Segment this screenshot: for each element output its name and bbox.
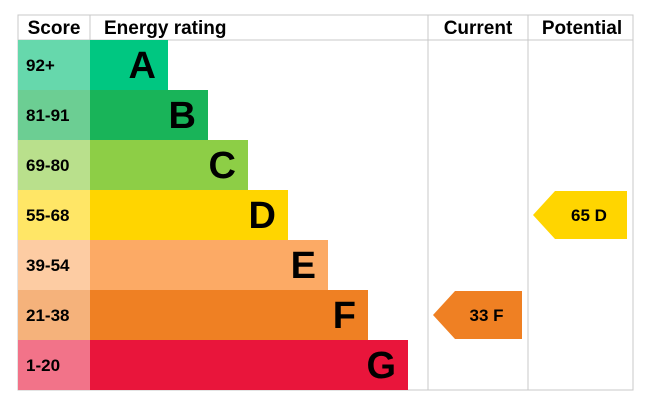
current-header: Current — [444, 18, 513, 39]
score-header: Score — [28, 18, 81, 39]
rating-bar-b — [90, 90, 208, 140]
score-cell-b — [18, 90, 90, 140]
score-cell-g — [18, 340, 90, 390]
rating-bar-a — [90, 40, 168, 90]
score-range-d: 55-68 — [26, 206, 69, 225]
band-c: 69-80 C — [18, 140, 248, 190]
score-range-g: 1-20 — [26, 356, 60, 375]
score-range-b: 81-91 — [26, 106, 69, 125]
rating-bar-c — [90, 140, 248, 190]
rating-letter-c: C — [209, 145, 236, 187]
score-cell-a — [18, 40, 90, 90]
rating-bar-f — [90, 290, 368, 340]
current-rating-arrow — [433, 291, 522, 339]
rating-bar-d — [90, 190, 288, 240]
score-range-e: 39-54 — [26, 256, 70, 275]
score-cell-d — [18, 190, 90, 240]
score-cell-e — [18, 240, 90, 290]
rating-letter-a: A — [129, 45, 156, 87]
rating-bands: 92+ A 81-91 B 69-80 C 55-68 D 39-54 E 21-38 F 1-20 G — [18, 40, 408, 390]
score-cell-f — [18, 290, 90, 340]
potential-header: Potential — [542, 18, 622, 39]
rating-letter-e: E — [291, 245, 316, 287]
band-f: 21-38 F — [18, 290, 368, 340]
band-d: 55-68 D — [18, 190, 288, 240]
score-range-f: 21-38 — [26, 306, 69, 325]
band-a: 92+ A — [18, 40, 168, 90]
band-e: 39-54 E — [18, 240, 328, 290]
rating-bar-g — [90, 340, 408, 390]
energy-rating-header: Energy rating — [104, 18, 226, 39]
potential-rating-arrow — [533, 191, 627, 239]
rating-letter-d: D — [249, 195, 276, 237]
score-range-c: 69-80 — [26, 156, 69, 175]
current-rating-marker: 33 F — [433, 291, 522, 339]
rating-letter-g: G — [366, 345, 396, 387]
current-rating-label: 33 F — [469, 306, 503, 325]
band-g: 1-20 G — [18, 340, 408, 390]
rating-letter-b: B — [169, 95, 196, 137]
potential-rating-label: 65 D — [571, 206, 607, 225]
rating-bar-e — [90, 240, 328, 290]
score-range-a: 92+ — [26, 56, 55, 75]
rating-letter-f: F — [333, 295, 356, 337]
band-b: 81-91 B — [18, 90, 208, 140]
potential-rating-marker: 65 D — [533, 191, 627, 239]
score-cell-c — [18, 140, 90, 190]
